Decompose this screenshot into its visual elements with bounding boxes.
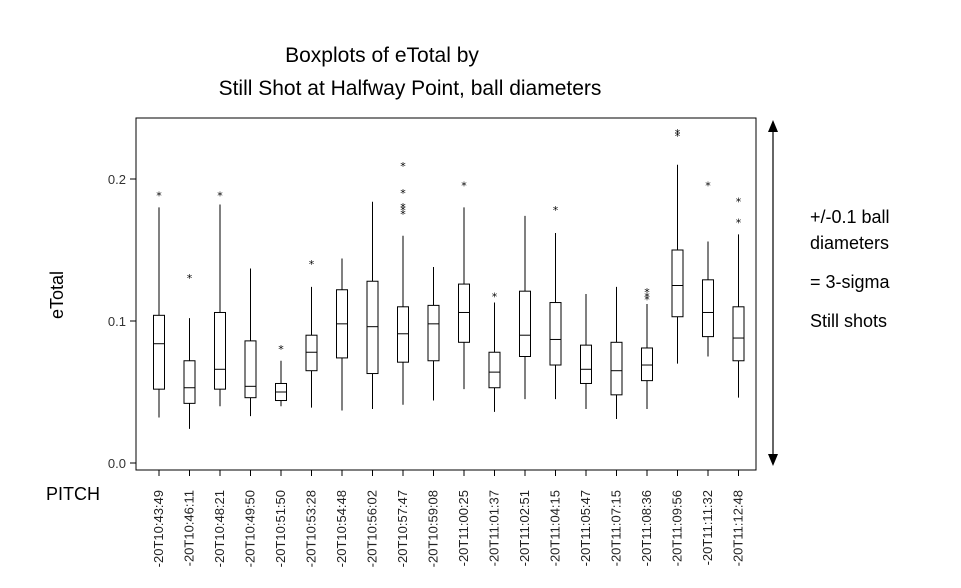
box: * [275, 343, 287, 407]
outlier-marker: * [705, 180, 711, 193]
box [336, 258, 348, 411]
box: ** [732, 195, 745, 398]
outlier-marker: * [553, 204, 559, 217]
x-tick-label: -20T11:02:51 [517, 490, 532, 566]
iqr-box [214, 311, 226, 390]
outlier-marker: * [644, 286, 650, 299]
box [366, 201, 379, 410]
x-tick-label: -20T11:01:37 [487, 490, 502, 566]
plot-frame [135, 117, 757, 471]
x-tick-label: -20T10:59:08 [426, 490, 441, 567]
box [519, 215, 531, 400]
x-tick-label: -20T10:56:02 [365, 490, 380, 567]
outlier-marker: * [278, 343, 284, 356]
range-arrow [768, 120, 778, 466]
iqr-box [549, 302, 562, 366]
iqr-box [610, 341, 623, 396]
y-axis: 0.0 0.1 0.2 [108, 172, 136, 471]
box: * [153, 190, 165, 418]
outlier-marker: * [644, 293, 650, 306]
iqr-box [702, 279, 714, 338]
box: ***** [397, 160, 409, 405]
annotation-line-4: Still shots [810, 311, 887, 331]
annotation: +/-0.1 ball diameters = 3-sigma Still sh… [810, 207, 891, 331]
x-tick-label: -20T10:57:47 [395, 490, 410, 567]
iqr-box [488, 351, 501, 389]
annotation-line-1: +/-0.1 ball [810, 207, 890, 227]
x-tick-label: -20T10:43:49 [151, 490, 166, 567]
y-tick-label: 0.2 [108, 172, 126, 187]
outlier-marker: * [217, 190, 223, 203]
outlier-marker: * [400, 160, 406, 173]
outlier-marker: * [461, 180, 467, 193]
box: * [702, 180, 714, 357]
x-tick-label: -20T10:54:48 [334, 490, 349, 567]
box [610, 286, 623, 419]
x-tick-label: -20T11:05:47 [578, 490, 593, 566]
iqr-box [397, 306, 409, 363]
outlier-marker: * [156, 190, 162, 203]
box: * [488, 290, 501, 412]
iqr-box [427, 304, 440, 362]
box [427, 267, 440, 401]
x-tick-label: -20T10:48:21 [212, 490, 227, 567]
x-tick-label: -20T10:51:50 [273, 490, 288, 567]
y-tick-label: 0.1 [108, 314, 126, 329]
outlier-marker: * [400, 204, 406, 217]
iqr-box [671, 249, 684, 318]
outlier-marker: * [400, 208, 406, 221]
iqr-box [519, 290, 531, 357]
x-tick-label: -20T11:07:15 [609, 490, 624, 566]
x-tick-label: -20T11:11:32 [700, 490, 715, 565]
x-tick-label: -20T11:12:48 [731, 490, 746, 566]
annotation-line-2: diameters [810, 233, 889, 253]
box: * [458, 180, 470, 390]
x-tick-label: -20T10:46:11 [182, 490, 197, 566]
outlier-marker: * [400, 201, 406, 214]
iqr-box [366, 280, 379, 375]
chart-subtitle: Still Shot at Halfway Point, ball diamet… [219, 77, 602, 100]
box-series: ********************* [153, 127, 745, 429]
outlier-marker: * [187, 272, 193, 285]
x-axis: -20T10:43:49 -20T10:46:11 -20T10:48:21 -20T… [151, 470, 746, 567]
box: * [549, 204, 562, 400]
iqr-box [458, 283, 470, 343]
iqr-box [153, 314, 165, 390]
outlier-marker: * [492, 290, 498, 303]
x-tick-label: -20T11:09:56 [670, 490, 685, 566]
x-tick-label: -20T11:04:15 [548, 490, 563, 566]
iqr-box [305, 334, 318, 372]
x-axis-label: PITCH [46, 484, 100, 504]
outlier-marker: * [309, 258, 315, 271]
iqr-box [244, 340, 257, 399]
box: *** [641, 286, 653, 410]
annotation-line-3: = 3-sigma [810, 272, 891, 292]
x-tick-label: -20T11:00:25 [456, 490, 471, 566]
outlier-marker: * [675, 127, 681, 140]
x-tick-label: -20T11:08:36 [639, 490, 654, 566]
outlier-marker: * [400, 187, 406, 200]
chart-title: Boxplots of eTotal by [285, 44, 479, 67]
outlier-marker: * [736, 217, 742, 230]
box: * [214, 190, 226, 407]
box [580, 294, 592, 410]
box: * [305, 258, 318, 408]
y-tick-label: 0.0 [108, 456, 126, 471]
x-tick-label: -20T10:53:28 [304, 490, 319, 567]
iqr-box [732, 306, 745, 362]
iqr-box [580, 344, 592, 384]
x-tick-label: -20T10:49:50 [243, 490, 258, 567]
outlier-marker: * [736, 195, 742, 208]
iqr-box [183, 360, 196, 404]
box [244, 268, 257, 417]
outlier-marker: * [675, 130, 681, 143]
outlier-marker: * [644, 290, 650, 303]
y-axis-label: eTotal [47, 271, 67, 319]
box: ** [671, 127, 684, 364]
iqr-box [641, 347, 653, 382]
box: * [183, 272, 196, 429]
